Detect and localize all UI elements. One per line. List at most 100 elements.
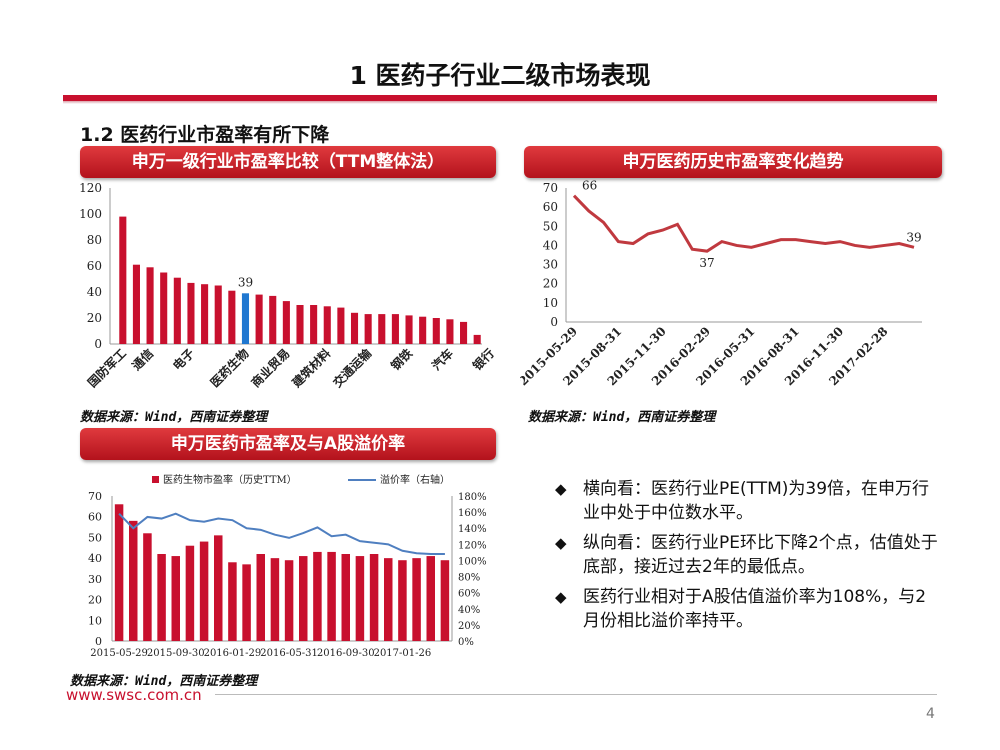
bar (369, 554, 379, 641)
page-number: 4 (926, 706, 935, 722)
bar (269, 295, 277, 344)
x-tick-label: 2017-01-26 (374, 648, 432, 659)
bar (313, 551, 322, 641)
source-note-combo: 数据来源：Wind，西南证券整理 (70, 674, 258, 689)
page-title: 1 医药子行业二级市场表现 (349, 61, 651, 90)
diamond-bullet-icon: ◆ (555, 480, 567, 498)
y-left-tick-label: 30 (88, 573, 102, 586)
x-tick-label: 2015-09-30 (147, 648, 205, 659)
pe-premium-combo-chart: 医药生物市盈率（历史TTM） 溢价率（右轴） 0 10 20 30 40 50 60 70 0% 20… (88, 473, 487, 659)
y-right-tick-label: 100% (458, 556, 487, 567)
bar (187, 282, 195, 344)
y-right-tick-label: 160% (458, 508, 487, 519)
bar (446, 319, 454, 344)
bar (129, 520, 138, 641)
banner-pe-history: 申万医药历史市盈率变化趋势 (524, 146, 942, 178)
bar (426, 556, 435, 641)
bar (355, 556, 365, 641)
y-right-tick-label: 60% (458, 589, 480, 600)
data-label: 66 (582, 180, 597, 193)
x-tick-label: 2016-01-29 (204, 648, 262, 659)
bar (256, 554, 265, 641)
y-tick-label: 60 (543, 200, 558, 214)
y-left-tick-label: 50 (88, 531, 102, 544)
bar (114, 504, 124, 641)
footer-divider (215, 694, 937, 695)
bar (270, 558, 280, 641)
y-tick-label: 70 (543, 181, 558, 195)
data-label: 37 (699, 256, 714, 270)
x-tick-label: 国防军工 (84, 346, 129, 391)
x-tick-label: 银行 (469, 346, 496, 374)
x-tick-label: 汽车 (428, 346, 456, 374)
diamond-bullet-icon: ◆ (555, 588, 567, 606)
y-left-tick-label: 10 (88, 614, 102, 627)
x-tick-label: 电子 (169, 346, 197, 374)
y-tick-label: 40 (87, 285, 102, 299)
legend-bar-swatch (152, 476, 159, 483)
bar (405, 315, 413, 344)
y-tick-label: 10 (543, 296, 558, 310)
y-right-tick-label: 80% (458, 573, 480, 584)
bar (378, 314, 386, 344)
bullet-item: ◆ 医药行业相对于A股估值溢价率为108%，与2月份相比溢价率持平。 (553, 585, 943, 633)
bar (146, 267, 154, 344)
legend-bar-label: 医药生物市盈率（历史TTM） (163, 473, 297, 486)
bar (310, 305, 318, 344)
site-url-link[interactable]: www.swsc.com.cn (66, 686, 202, 704)
y-left-tick-label: 60 (88, 511, 102, 524)
legend-line-label: 溢价率（右轴） (380, 473, 450, 486)
bar (282, 301, 290, 344)
y-tick-label: 30 (543, 258, 558, 272)
y-tick-label: 0 (94, 337, 102, 351)
bar (241, 293, 250, 344)
x-tick-label: 建筑材料 (288, 346, 333, 391)
y-left-tick-label: 0 (95, 635, 102, 648)
bar (214, 285, 222, 344)
x-tick-label: 通信 (129, 346, 157, 374)
industry-pe-bar-chart: 0 20 40 60 80 100 120 39 国防军工 通信 电子 医药生物商业贸易建筑材料交通运… (79, 181, 496, 391)
x-tick-label: 2015-05-29 (90, 648, 148, 659)
bar (460, 321, 468, 344)
section-title: 1.2 医药行业市盈率有所下降 (80, 124, 330, 146)
x-tick-label: 钢铁 (388, 346, 416, 374)
bar (419, 316, 427, 344)
y-left-tick-label: 20 (88, 594, 102, 607)
bar (398, 560, 407, 641)
bar (157, 554, 166, 641)
y-right-tick-label: 140% (458, 524, 487, 535)
bullet-item: ◆ 横向看：医药行业PE(TTM)为39倍，在申万行业中处于中位数水平。 (553, 477, 943, 525)
y-right-tick-label: 120% (458, 540, 487, 551)
x-tick-label: 商业贸易 (248, 346, 293, 391)
banner-pe-premium: 申万医药市盈率及与A股溢价率 (80, 428, 496, 460)
bar (327, 551, 336, 641)
y-tick-label: 0 (550, 315, 558, 329)
bar (350, 312, 359, 344)
y-right-tick-label: 180% (458, 492, 487, 503)
title-bar-shadow (63, 101, 937, 104)
bar (160, 272, 168, 344)
bar (341, 554, 350, 641)
diamond-bullet-icon: ◆ (555, 534, 567, 552)
bar (323, 306, 331, 344)
bar (299, 556, 308, 641)
bullet-item: ◆ 纵向看：医药行业PE环比下降2个点，估值处于底部，接近过去2年的最低点。 (553, 531, 943, 579)
bar (173, 277, 181, 344)
bar (296, 305, 304, 344)
bar (119, 216, 127, 344)
data-label: 39 (238, 275, 253, 289)
y-tick-label: 20 (87, 311, 102, 325)
bullet-text: 横向看：医药行业PE(TTM)为39倍，在申万行业中处于中位数水平。 (583, 479, 930, 523)
bar (364, 314, 372, 344)
source-note-industry: 数据来源：Wind，西南证券整理 (80, 410, 268, 425)
premium-line (118, 512, 445, 555)
x-tick-label: 交通运输 (330, 345, 375, 390)
summary-bullets: ◆ 横向看：医药行业PE(TTM)为39倍，在申万行业中处于中位数水平。 ◆ 纵… (553, 477, 943, 639)
banner-industry-pe: 申万一级行业市盈率比较（TTM整体法） (80, 146, 496, 178)
y-right-tick-label: 40% (458, 605, 480, 616)
x-tick-label: 医药生物 (207, 346, 252, 391)
bar (432, 318, 440, 344)
y-tick-label: 120 (79, 181, 102, 195)
y-tick-label: 50 (543, 219, 558, 233)
